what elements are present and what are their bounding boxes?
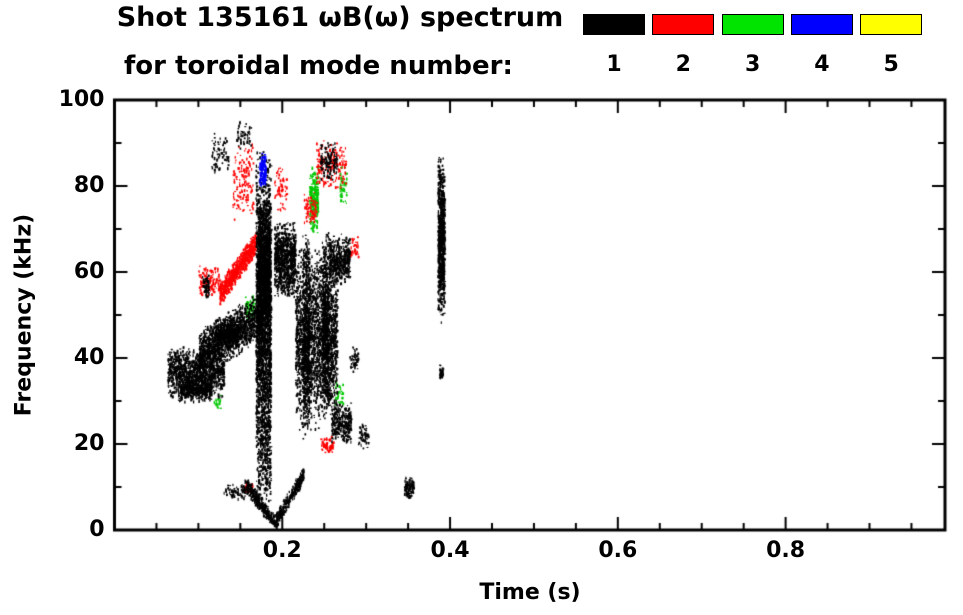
legend-label-mode-2: 2 (675, 52, 691, 77)
y-tick-label: 80 (73, 173, 105, 198)
plot-title-line2: for toroidal mode number: (124, 51, 513, 81)
legend-swatch-mode-5 (860, 14, 923, 35)
y-tick-label: 40 (73, 345, 105, 370)
legend-label-mode-5: 5 (883, 52, 899, 77)
plot-title-line1: Shot 135161 ωB(ω) spectrum (116, 2, 564, 33)
x-tick-label: 0.4 (430, 538, 470, 563)
legend-swatch-mode-4 (790, 14, 853, 35)
legend-swatch-mode-2 (652, 14, 715, 35)
legend-label-mode-3: 3 (744, 52, 761, 77)
y-axis-label: Frequency (kHz) (11, 213, 37, 417)
x-axis-label: Time (s) (479, 580, 581, 605)
x-tick-label: 0.8 (766, 538, 806, 563)
x-tick-label: 0.6 (598, 538, 638, 563)
y-tick-label: 0 (89, 517, 105, 542)
legend-label-mode-4: 4 (814, 52, 830, 77)
y-tick-label: 60 (73, 259, 105, 284)
y-tick-label: 100 (58, 87, 105, 112)
y-tick-label: 20 (73, 431, 105, 456)
legend-swatch-mode-3 (721, 14, 784, 35)
x-tick-label: 0.2 (262, 538, 302, 563)
legend-label-mode-1: 1 (606, 52, 622, 77)
legend-swatch-mode-1 (583, 14, 645, 35)
